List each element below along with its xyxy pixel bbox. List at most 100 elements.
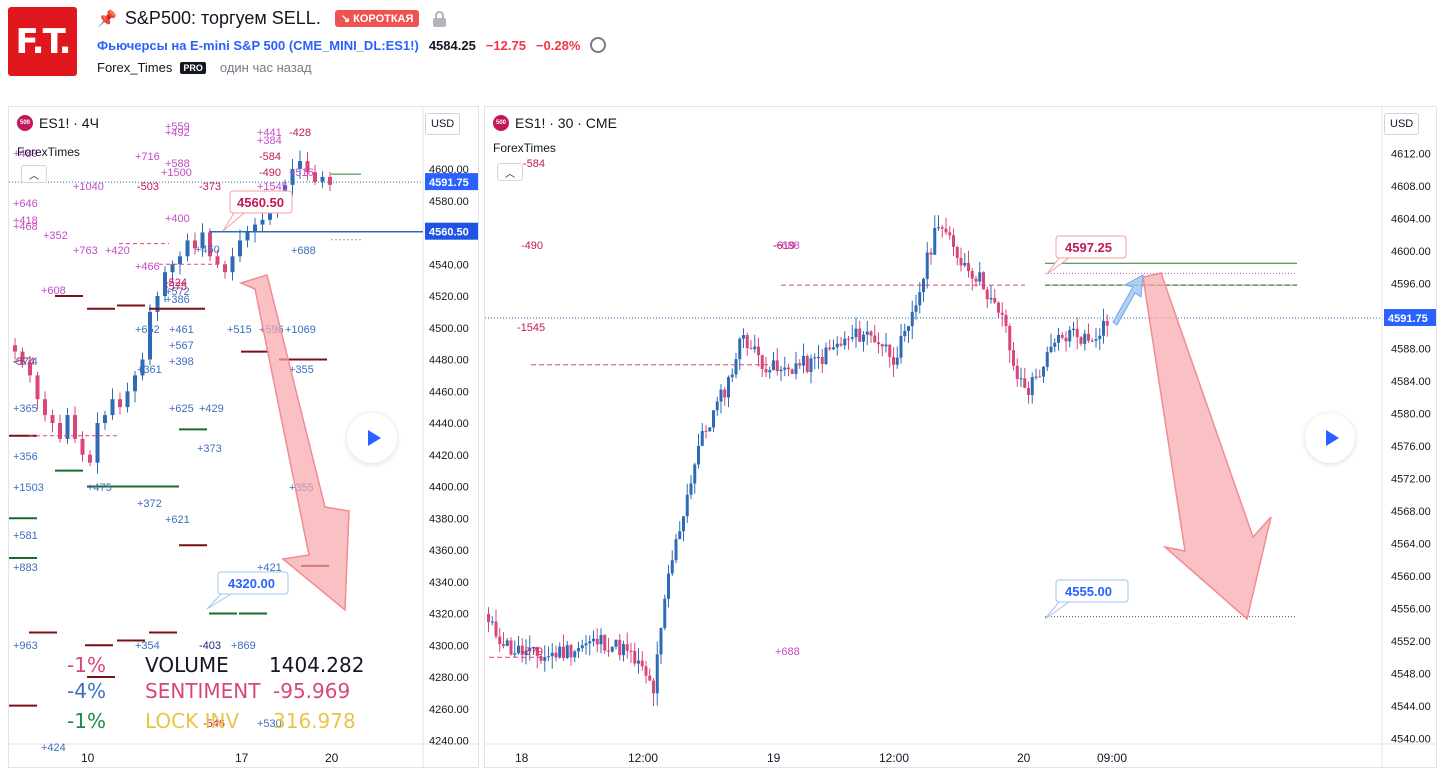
candle	[933, 228, 937, 255]
candle	[813, 357, 817, 359]
author-row: Forex_Times PRO один час назад	[97, 60, 312, 75]
candle	[193, 240, 197, 249]
indicator-label: +450	[195, 244, 220, 256]
candle	[952, 235, 955, 247]
candle	[328, 176, 332, 185]
price-axis-label: 4540.00	[1391, 734, 1431, 746]
instrument-link[interactable]: Фьючерсы на E-mini S&P 500 (CME_MINI_DL:…	[97, 37, 419, 53]
candle	[802, 355, 805, 366]
price-axis-label: 4580.00	[429, 196, 469, 208]
candle	[498, 636, 502, 645]
candle	[20, 351, 25, 363]
chevron-up-icon[interactable]: ︿	[497, 163, 523, 181]
candle	[230, 256, 235, 273]
chevron-up-icon[interactable]: ︿	[21, 165, 47, 183]
play-button[interactable]	[347, 413, 397, 463]
candle	[884, 344, 888, 347]
candle	[835, 343, 839, 348]
indicator-label: +559	[165, 121, 190, 133]
last-price-tag	[1384, 309, 1436, 327]
stat-row1-label: VOLUME	[145, 653, 229, 677]
target-callout-text: 4555.00	[1065, 584, 1112, 599]
price-axis-label: 4612.00	[1391, 149, 1431, 161]
candle	[558, 646, 562, 658]
play-icon	[367, 430, 381, 446]
indicator-label: +688	[775, 646, 800, 658]
entry-callout-text: 4597.25	[1065, 240, 1112, 255]
candle	[940, 227, 944, 229]
indicator-label: -524	[165, 277, 187, 289]
author-name[interactable]: Forex_Times	[97, 60, 173, 75]
candle	[163, 272, 167, 296]
left-chart-canvas[interactable]: 4600.004580.004560.004540.004520.004500.…	[9, 107, 479, 768]
indicator-label: +356	[13, 451, 38, 463]
instrument-price: 4584.25	[428, 37, 476, 53]
candle	[775, 360, 779, 372]
candle	[1087, 333, 1090, 341]
candle	[253, 224, 257, 233]
price-axis-label: 4596.00	[1391, 279, 1431, 291]
price-change: −12.75	[485, 37, 526, 53]
candle	[532, 647, 535, 649]
candle	[1098, 335, 1102, 340]
indicator-label: +1500	[161, 167, 192, 179]
candle	[764, 368, 768, 373]
candle	[907, 326, 910, 331]
indicator-label: +1069	[285, 324, 316, 336]
candle	[223, 264, 227, 273]
candle	[817, 356, 820, 358]
stat-row3-pct: -1%	[67, 709, 106, 733]
entry-callout-pointer	[222, 212, 246, 232]
time-axis-label: 12:00	[628, 751, 658, 765]
candle	[978, 272, 982, 282]
candle	[550, 652, 554, 657]
currency-button[interactable]: USD	[1384, 113, 1420, 135]
candle	[13, 345, 17, 352]
candle	[892, 356, 895, 365]
candle	[655, 654, 659, 694]
candle	[839, 343, 843, 346]
indicator-label: +354	[135, 640, 160, 652]
candle	[888, 344, 892, 357]
right-chart-title: 500 ES1! · 30 · CME	[493, 115, 617, 131]
candle	[783, 367, 787, 370]
candle	[73, 415, 77, 439]
forex-times-logo[interactable]: F.T.	[8, 7, 77, 76]
price-axis-label: 4556.00	[1391, 604, 1431, 616]
currency-button[interactable]: USD	[425, 113, 461, 135]
indicator-label: -584	[523, 158, 545, 170]
candle	[873, 335, 877, 343]
candle	[517, 645, 520, 654]
stat-row3-value: 316.978	[273, 709, 356, 733]
candle	[125, 391, 130, 408]
candle	[674, 539, 678, 561]
right-chart-canvas[interactable]: 4612.004608.004604.004600.004596.004592.…	[485, 107, 1437, 768]
stat-row2-pct: -4%	[67, 679, 106, 703]
indicator-label: +883	[13, 562, 38, 574]
indicator-label: +688	[291, 245, 316, 257]
candle	[787, 367, 790, 370]
candle	[757, 346, 760, 356]
candle	[880, 344, 884, 347]
candle	[989, 298, 993, 300]
candle	[667, 573, 670, 599]
play-button[interactable]	[1305, 413, 1355, 463]
right-chart-panel[interactable]: 500 ES1! · 30 · CME ForexTimes ︿ USD 461…	[484, 106, 1437, 768]
candle	[925, 252, 929, 279]
price-axis-label: 4584.00	[1391, 376, 1431, 388]
indicator-label: +1545	[257, 181, 288, 193]
candle	[1027, 387, 1030, 395]
candle	[43, 399, 47, 416]
candle	[1038, 376, 1042, 378]
candle	[929, 252, 933, 255]
left-chart-panel[interactable]: 500 ES1! · 4Ч ForexTimes ︿ USD 4600.00 45…	[8, 106, 479, 768]
stat-row1-value: 1404.282	[269, 653, 365, 677]
candle	[685, 494, 689, 517]
indicator-label: +429	[199, 403, 224, 415]
alarm-clock-icon[interactable]	[590, 37, 607, 53]
indicator-label: +530	[257, 718, 282, 730]
candle	[140, 359, 145, 376]
price-axis-label: 4460.00	[429, 386, 469, 398]
candle	[749, 348, 753, 350]
candle	[28, 362, 32, 376]
